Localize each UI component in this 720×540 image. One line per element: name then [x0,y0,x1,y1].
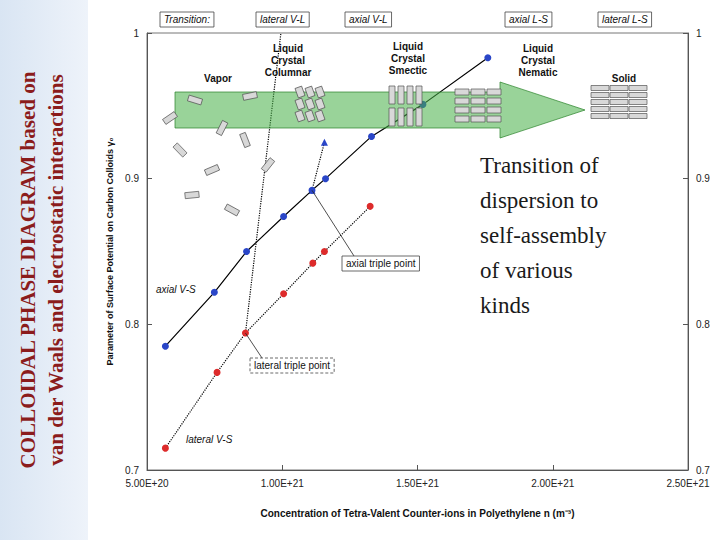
svg-text:Liquid: Liquid [523,43,553,54]
svg-text:Columnar: Columnar [265,67,312,78]
html-text:self-assembly: self-assembly [480,223,607,248]
svg-text:0.8: 0.8 [696,319,710,330]
svg-text:2.50E+21: 2.50E+21 [666,478,710,489]
svg-text:Concentration of Tetra-Valent: Concentration of Tetra-Valent Counter-io… [261,508,575,519]
html-text:of various: of various [480,258,573,283]
html-text:van der Waals and electrostati: van der Waals and electrostatic interact… [44,74,68,466]
svg-text:axial V-S: axial V-S [156,284,196,295]
svg-text:axial triple point: axial triple point [346,258,416,269]
svg-text:Vapor: Vapor [204,73,232,84]
svg-text:2.00E+21: 2.00E+21 [531,478,575,489]
svg-text:Smectic: Smectic [389,65,428,76]
svg-text:Nematic: Nematic [519,67,558,78]
svg-text:1.00E+21: 1.00E+21 [261,478,305,489]
svg-text:Crystal: Crystal [521,55,555,66]
svg-text:Crystal: Crystal [391,53,425,64]
html-text:Transition of: Transition of [480,153,599,178]
svg-text:Liquid: Liquid [393,41,423,52]
svg-text:lateral L-S: lateral L-S [602,14,648,25]
svg-text:0.9: 0.9 [125,173,139,184]
svg-text:lateral triple point: lateral triple point [254,360,330,371]
svg-text:Liquid: Liquid [273,43,303,54]
html-text:dispersion to: dispersion to [480,188,599,213]
svg-text:5.00E+20: 5.00E+20 [125,478,169,489]
html-text:kinds: kinds [480,293,530,318]
svg-text:1: 1 [696,28,702,39]
svg-text:axial L-S: axial L-S [509,14,548,25]
svg-text:0.8: 0.8 [125,319,139,330]
svg-text:0.7: 0.7 [696,465,710,476]
html-text:COLLOIDAL PHASE DIAGRAM based: COLLOIDAL PHASE DIAGRAM based on [16,71,40,469]
svg-text:0.9: 0.9 [696,173,710,184]
svg-text:0.7: 0.7 [125,465,139,476]
svg-text:Transition:: Transition: [164,14,210,25]
svg-text:lateral V-S: lateral V-S [186,434,233,445]
svg-text:Parameter of Surface Potential: Parameter of Surface Potential on Carbon… [105,137,115,365]
svg-text:1.50E+21: 1.50E+21 [396,478,440,489]
svg-text:1: 1 [133,28,139,39]
svg-text:axial V-L: axial V-L [349,14,388,25]
svg-text:Crystal: Crystal [271,55,305,66]
svg-text:Solid: Solid [612,73,636,84]
svg-text:lateral V-L: lateral V-L [260,14,305,25]
